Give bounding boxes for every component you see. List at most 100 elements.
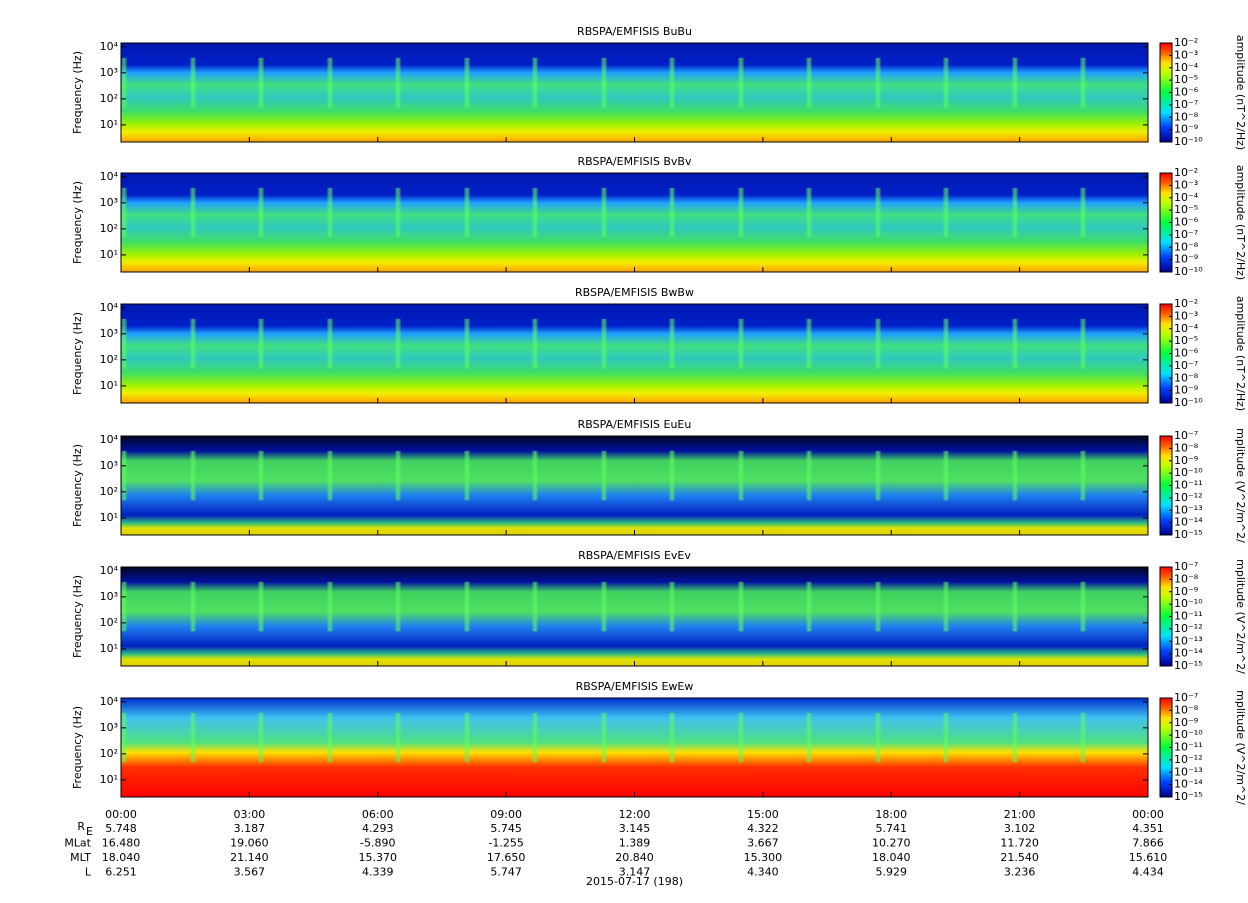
spectrogram-texture — [603, 450, 606, 501]
spectrogram-texture — [123, 57, 126, 108]
spectrogram-texture — [1080, 57, 1083, 108]
spectrogram-texture — [327, 581, 330, 632]
colorbar-tick-label: 10⁻¹⁰ — [1174, 265, 1203, 278]
spectrogram-texture — [329, 187, 332, 238]
spectrogram-texture — [671, 450, 674, 501]
x-tick-label: 15:00 — [747, 808, 779, 821]
spectrogram-texture — [533, 57, 536, 108]
y-tick-label: 10⁴ — [100, 433, 119, 446]
spectrogram-texture — [739, 712, 742, 763]
spectrogram-texture — [259, 318, 262, 369]
spectrogram-texture — [945, 581, 948, 632]
spectrogram-texture — [601, 450, 604, 501]
spectrogram-texture — [806, 581, 809, 632]
spectrogram-texture — [534, 318, 537, 369]
spectrogram-texture — [876, 318, 879, 369]
spectrogram-texture — [603, 712, 606, 763]
spectrogram-texture — [191, 712, 194, 763]
colorbar-tick-label: 10⁻³ — [1174, 309, 1198, 322]
spectrogram-texture — [396, 187, 399, 238]
spectrogram-texture — [191, 581, 194, 632]
colorbar-tick-label: 10⁻¹⁵ — [1174, 528, 1203, 541]
spectrogram-texture — [258, 450, 261, 501]
ephemeris-value: 10.270 — [872, 837, 911, 850]
spectrogram-texture — [124, 57, 127, 108]
spectrogram-texture — [1015, 581, 1018, 632]
ephemeris-value: 3.236 — [1004, 866, 1036, 879]
spectrogram-texture — [395, 318, 398, 369]
spectrogram-texture — [1080, 318, 1083, 369]
spectrogram-texture — [1082, 450, 1085, 501]
colorbar-tick-label: 10⁻⁹ — [1174, 123, 1198, 136]
ephemeris-value: 18.040 — [102, 851, 141, 864]
spectrogram-texture — [671, 712, 674, 763]
colorbar-tick-label: 10⁻⁹ — [1174, 454, 1198, 467]
spectrogram-texture — [741, 187, 744, 238]
spectrogram-texture — [330, 318, 333, 369]
spectrogram-texture — [330, 712, 333, 763]
spectrogram-texture — [397, 450, 400, 501]
spectrogram-texture — [944, 187, 947, 238]
ephemeris-value: 5.745 — [490, 822, 522, 835]
spectrogram-texture — [943, 712, 946, 763]
panel-title: RBSPA/EMFISIS BwBw — [575, 286, 694, 299]
spectrogram-texture — [193, 581, 196, 632]
colorbar-tick-label: 10⁻¹² — [1174, 622, 1203, 635]
spectrogram-texture — [878, 581, 881, 632]
spectrogram-texture — [602, 581, 605, 632]
spectrogram-texture — [192, 450, 195, 501]
spectrogram-texture — [945, 57, 948, 108]
colorbar-tick-label: 10⁻¹⁴ — [1174, 516, 1203, 529]
colorbar-tick-label: 10⁻¹⁰ — [1174, 135, 1203, 148]
colorbar-tick-label: 10⁻⁷ — [1174, 691, 1198, 704]
y-tick-label: 10² — [100, 222, 118, 235]
spectrogram-texture — [395, 581, 398, 632]
colorbar-tick-label: 10⁻⁹ — [1174, 716, 1198, 729]
colorbar-label: amplitude (nT^2/Hz) — [1234, 35, 1247, 150]
spectrogram-texture — [603, 187, 606, 238]
spectrogram-texture — [328, 187, 331, 238]
colorbar-tick-label: 10⁻⁶ — [1174, 216, 1199, 229]
spectrogram-texture — [191, 187, 194, 238]
spectrogram-texture — [601, 57, 604, 108]
spectrogram-texture — [738, 450, 741, 501]
colorbar-tick-label: 10⁻³ — [1174, 48, 1198, 61]
ephemeris-value: 4.434 — [1132, 866, 1164, 879]
spectrogram-texture — [191, 450, 194, 501]
spectrogram-texture — [258, 581, 261, 632]
spectrogram-texture — [535, 712, 538, 763]
spectrogram-texture — [191, 318, 194, 369]
spectrogram-texture — [741, 450, 744, 501]
spectrogram-texture — [1015, 712, 1018, 763]
colorbar-label: mplitude (V^2/m^2/ — [1234, 690, 1247, 805]
spectrogram-texture — [1080, 450, 1083, 501]
spectrogram-texture — [260, 57, 263, 108]
spectrogram-texture — [396, 712, 399, 763]
ephemeris-value: 19.060 — [230, 837, 269, 850]
spectrogram-texture — [259, 57, 262, 108]
spectrogram-texture — [535, 187, 538, 238]
spectrogram-texture — [398, 318, 401, 369]
y-tick-label: 10³ — [100, 721, 118, 734]
spectrogram-texture — [122, 581, 125, 632]
spectrogram-texture — [877, 581, 880, 632]
y-tick-label: 10² — [100, 353, 118, 366]
spectrogram-texture — [1014, 57, 1017, 108]
colorbar-tick-label: 10⁻⁸ — [1174, 110, 1199, 123]
spectrogram-texture — [878, 187, 881, 238]
spectrogram-texture — [1083, 581, 1086, 632]
spectrogram-texture — [877, 57, 880, 108]
spectrogram-texture — [738, 581, 741, 632]
spectrogram-texture — [535, 450, 538, 501]
spectrogram-texture — [603, 57, 606, 108]
spectrogram-texture — [465, 57, 468, 108]
spectrogram-texture — [122, 57, 125, 108]
colorbar-tick-label: 10⁻⁴ — [1174, 322, 1199, 335]
spectrogram-texture — [121, 57, 124, 108]
panel-title: RBSPA/EMFISIS BuBu — [577, 25, 692, 38]
colorbar-tick-label: 10⁻¹³ — [1174, 503, 1203, 516]
spectrogram-texture — [467, 187, 470, 238]
spectrogram-texture — [397, 318, 400, 369]
y-tick-label: 10² — [100, 485, 118, 498]
spectrogram-texture — [808, 712, 811, 763]
